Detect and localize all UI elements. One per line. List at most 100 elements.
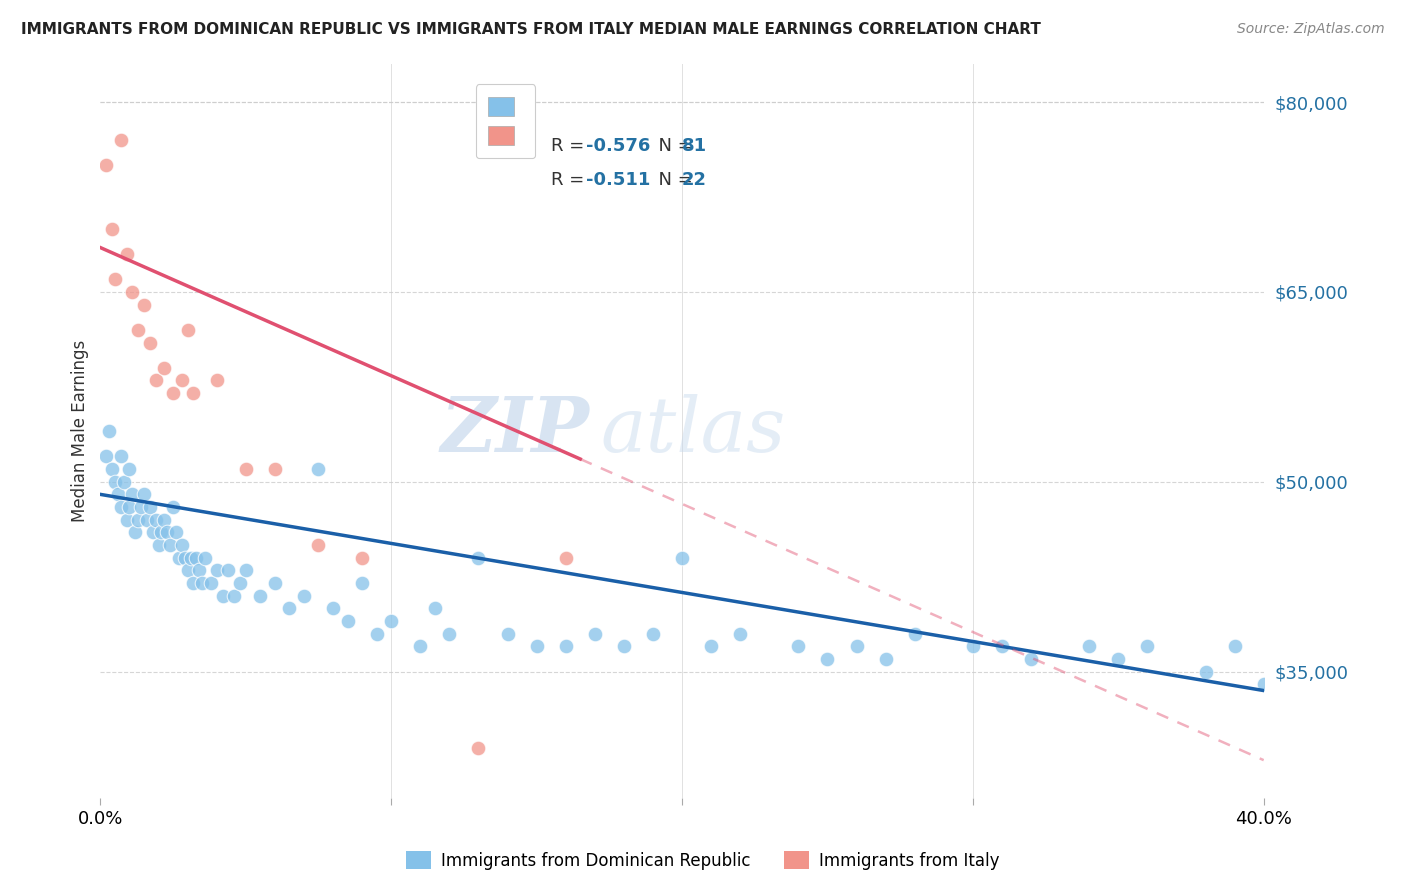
Point xyxy=(139,335,162,350)
Point xyxy=(380,614,402,628)
Legend: , : , xyxy=(475,84,536,158)
Point xyxy=(115,247,138,261)
Point xyxy=(439,626,461,640)
Point xyxy=(170,538,193,552)
Point xyxy=(308,462,330,476)
Point xyxy=(1136,640,1159,654)
Point xyxy=(162,500,184,514)
Point xyxy=(613,640,636,654)
Point xyxy=(583,626,606,640)
Point xyxy=(211,589,233,603)
Point xyxy=(115,513,138,527)
Text: R =: R = xyxy=(551,171,591,189)
Point xyxy=(787,640,810,654)
Point xyxy=(127,513,149,527)
Point xyxy=(205,563,228,577)
Point xyxy=(110,500,132,514)
Point xyxy=(112,475,135,489)
Point xyxy=(145,374,167,388)
Point xyxy=(194,550,217,565)
Point xyxy=(904,626,927,640)
Point xyxy=(235,462,257,476)
Point xyxy=(183,386,205,401)
Point xyxy=(135,513,157,527)
Point xyxy=(167,550,190,565)
Point xyxy=(200,576,222,591)
Point xyxy=(322,601,344,615)
Point xyxy=(235,563,257,577)
Point xyxy=(671,550,693,565)
Point xyxy=(118,500,141,514)
Point xyxy=(526,640,548,654)
Point xyxy=(170,374,193,388)
Point xyxy=(352,550,374,565)
Point xyxy=(1223,640,1246,654)
Point xyxy=(875,652,897,666)
Text: 22: 22 xyxy=(682,171,707,189)
Text: -0.511: -0.511 xyxy=(586,171,651,189)
Point xyxy=(173,550,195,565)
Point xyxy=(179,550,201,565)
Point xyxy=(409,640,432,654)
Point xyxy=(278,601,301,615)
Point xyxy=(217,563,239,577)
Text: IMMIGRANTS FROM DOMINICAN REPUBLIC VS IMMIGRANTS FROM ITALY MEDIAN MALE EARNINGS: IMMIGRANTS FROM DOMINICAN REPUBLIC VS IM… xyxy=(21,22,1040,37)
Point xyxy=(183,576,205,591)
Point xyxy=(962,640,984,654)
Point xyxy=(191,576,214,591)
Text: 81: 81 xyxy=(682,137,707,155)
Point xyxy=(991,640,1014,654)
Point xyxy=(845,640,868,654)
Point xyxy=(118,462,141,476)
Text: -0.576: -0.576 xyxy=(586,137,651,155)
Point xyxy=(1194,665,1216,679)
Point xyxy=(176,323,198,337)
Point xyxy=(159,538,181,552)
Point xyxy=(129,500,152,514)
Point xyxy=(124,525,146,540)
Point xyxy=(104,272,127,286)
Point xyxy=(224,589,246,603)
Point xyxy=(104,475,127,489)
Point xyxy=(728,626,751,640)
Point xyxy=(127,323,149,337)
Point xyxy=(817,652,839,666)
Point xyxy=(1078,640,1101,654)
Text: atlas: atlas xyxy=(600,394,786,468)
Point xyxy=(107,487,129,501)
Point xyxy=(1253,677,1275,691)
Point xyxy=(308,538,330,552)
Point xyxy=(700,640,723,654)
Point xyxy=(229,576,252,591)
Point xyxy=(496,626,519,640)
Point xyxy=(467,740,489,755)
Point xyxy=(101,462,124,476)
Point xyxy=(176,563,198,577)
Point xyxy=(156,525,179,540)
Text: ZIP: ZIP xyxy=(440,394,589,468)
Point xyxy=(139,500,162,514)
Point xyxy=(145,513,167,527)
Point xyxy=(98,424,121,438)
Text: Source: ZipAtlas.com: Source: ZipAtlas.com xyxy=(1237,22,1385,37)
Point xyxy=(142,525,165,540)
Point xyxy=(292,589,315,603)
Point xyxy=(110,133,132,147)
Point xyxy=(150,525,173,540)
Point xyxy=(336,614,359,628)
Legend: Immigrants from Dominican Republic, Immigrants from Italy: Immigrants from Dominican Republic, Immi… xyxy=(399,845,1007,877)
Point xyxy=(96,158,118,172)
Point xyxy=(132,487,155,501)
Point xyxy=(165,525,187,540)
Point xyxy=(153,360,176,375)
Point xyxy=(186,550,208,565)
Point xyxy=(205,374,228,388)
Point xyxy=(366,626,388,640)
Point xyxy=(1019,652,1042,666)
Text: R =: R = xyxy=(551,137,591,155)
Point xyxy=(352,576,374,591)
Point xyxy=(96,450,118,464)
Point xyxy=(188,563,211,577)
Point xyxy=(110,450,132,464)
Point xyxy=(249,589,271,603)
